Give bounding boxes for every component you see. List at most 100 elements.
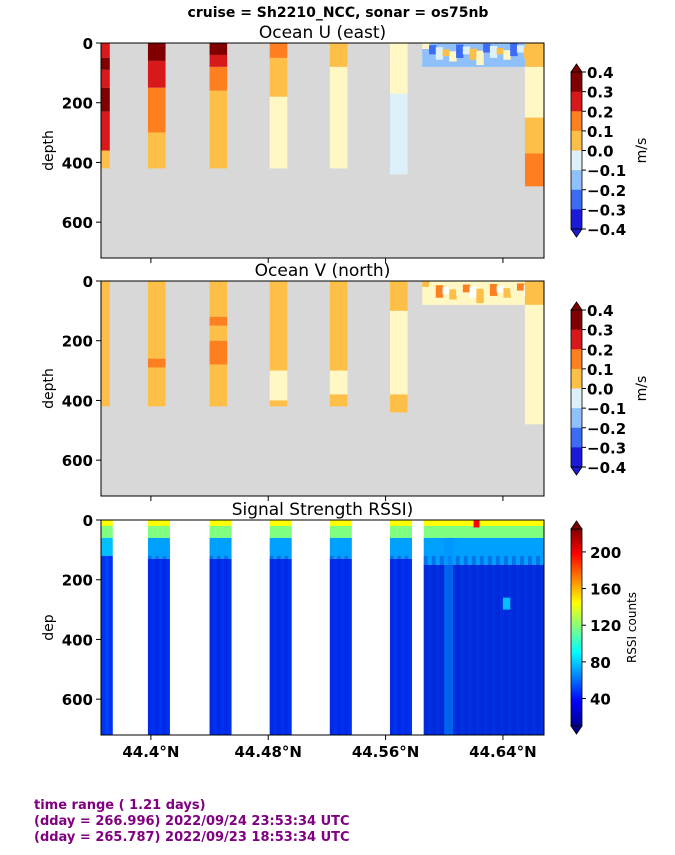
data-cell bbox=[524, 117, 544, 154]
data-cell bbox=[449, 51, 457, 62]
colorbar-tick-label: 0.0 bbox=[587, 381, 614, 399]
data-cell bbox=[524, 66, 544, 118]
data-cell bbox=[435, 47, 444, 60]
colorbar-label: m/s bbox=[634, 138, 650, 164]
data-cell bbox=[147, 281, 166, 359]
data-cell bbox=[496, 286, 505, 293]
data-cell bbox=[389, 558, 412, 735]
data-cells bbox=[101, 43, 544, 187]
data-cell bbox=[516, 283, 525, 291]
data-cell bbox=[389, 537, 412, 559]
data-cell bbox=[269, 57, 288, 97]
colorbar-tick-label: −0.1 bbox=[587, 400, 626, 418]
data-cell bbox=[442, 287, 450, 295]
data-cell bbox=[269, 96, 288, 169]
data-cell bbox=[479, 555, 484, 735]
data-cell bbox=[439, 555, 444, 735]
data-cell bbox=[329, 43, 348, 67]
data-cell bbox=[147, 132, 166, 169]
colorbar-tick-label: 0.1 bbox=[587, 123, 614, 141]
data-cell bbox=[503, 50, 511, 60]
data-cell bbox=[269, 558, 292, 735]
y-tick-label: 0 bbox=[83, 35, 93, 53]
data-cell bbox=[329, 537, 352, 559]
axes-frame bbox=[100, 42, 545, 259]
data-cell bbox=[503, 555, 508, 735]
data-cell bbox=[423, 537, 544, 565]
data-cell bbox=[101, 555, 113, 735]
panel-3: Signal Strength RSSI) 0 200 400 600 dep 44.4°N… bbox=[41, 500, 639, 761]
colorbar-band bbox=[571, 388, 582, 409]
colorbar-band bbox=[571, 72, 582, 93]
data-cell bbox=[101, 537, 113, 556]
data-cell bbox=[147, 87, 166, 133]
data-cell bbox=[476, 288, 484, 304]
colorbar-band bbox=[571, 189, 582, 210]
data-cell bbox=[147, 367, 166, 407]
colorbar-band bbox=[571, 150, 582, 171]
colorbar-extend-bottom bbox=[570, 228, 583, 238]
data-cell bbox=[469, 48, 477, 60]
data-cell bbox=[269, 400, 288, 407]
colorbar-tick-label: 0.3 bbox=[587, 322, 614, 340]
data-cell bbox=[503, 288, 511, 298]
data-cell bbox=[483, 281, 491, 291]
y-tick-label: 0 bbox=[83, 273, 93, 291]
panel-2: Ocean V (north)0200400600depth0.40.30.20… bbox=[41, 261, 650, 501]
data-cell bbox=[344, 555, 349, 735]
colorbar-extend-top bbox=[570, 63, 583, 73]
colorbar-band bbox=[571, 368, 582, 389]
data-cell bbox=[389, 555, 394, 735]
data-cell bbox=[389, 310, 408, 395]
data-cell bbox=[101, 555, 105, 735]
data-cell bbox=[209, 54, 228, 67]
data-cell bbox=[269, 520, 292, 526]
data-cell bbox=[527, 555, 532, 735]
data-cell bbox=[524, 281, 544, 305]
data-cell bbox=[397, 555, 401, 735]
data-cell bbox=[269, 370, 288, 401]
colorbar-gradient bbox=[571, 529, 582, 726]
data-cell bbox=[489, 283, 498, 296]
data-cell bbox=[510, 43, 518, 57]
data-cell bbox=[284, 555, 289, 735]
data-cell bbox=[269, 281, 288, 371]
colorbar-label: m/s bbox=[634, 376, 650, 402]
data-cell bbox=[209, 66, 228, 91]
data-cell bbox=[389, 281, 408, 311]
panel-1: Ocean U (east)0200400600depth0.40.30.20.… bbox=[41, 23, 650, 263]
data-cell bbox=[456, 282, 464, 296]
data-cell bbox=[101, 69, 110, 88]
data-cell bbox=[269, 537, 292, 559]
data-cell bbox=[423, 564, 544, 735]
colorbar-band bbox=[571, 427, 582, 448]
data-cell bbox=[511, 555, 516, 735]
data-cell bbox=[462, 284, 471, 293]
y-tick-label: 200 bbox=[62, 95, 93, 113]
figure-suptitle: cruise = Sh2210_NCC, sonar = os75nb bbox=[188, 5, 489, 21]
data-cell bbox=[329, 281, 348, 371]
data-cell bbox=[147, 358, 166, 368]
panels: Ocean U (east)0200400600depth0.40.30.20.… bbox=[41, 23, 650, 761]
data-cell bbox=[389, 520, 412, 526]
data-cell bbox=[269, 525, 292, 538]
colorbar-tick-label: 40 bbox=[590, 691, 611, 709]
data-cell bbox=[147, 60, 166, 88]
data-cell bbox=[209, 325, 228, 341]
y-tick-label: 600 bbox=[62, 452, 93, 470]
colorbar-band bbox=[571, 111, 582, 132]
data-cell bbox=[476, 50, 484, 66]
data-cell bbox=[422, 281, 430, 287]
colorbar-band bbox=[571, 209, 582, 230]
y-tick-label: 400 bbox=[62, 392, 93, 410]
colorbar-tick-label: 120 bbox=[590, 617, 621, 635]
footer-time-range: time range ( 1.21 days) bbox=[34, 798, 206, 813]
panel-title: Ocean V (north) bbox=[255, 261, 391, 281]
data-cell bbox=[462, 46, 471, 55]
colorbar-frame bbox=[570, 528, 583, 727]
colorbar-tick-label: 80 bbox=[590, 654, 611, 672]
data-cell bbox=[489, 45, 498, 58]
data-cells bbox=[101, 281, 544, 425]
data-cell bbox=[422, 43, 430, 49]
